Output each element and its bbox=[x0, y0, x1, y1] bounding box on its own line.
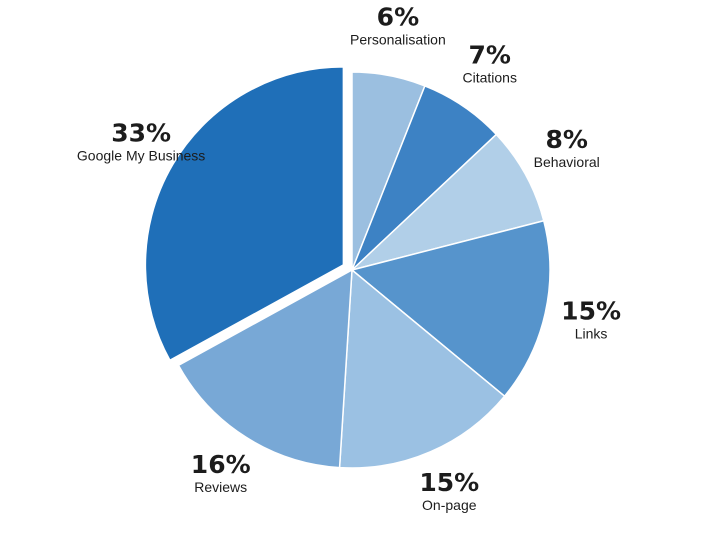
pie-slice-links bbox=[351, 220, 551, 397]
slice-category-label-reviews: Reviews bbox=[194, 479, 247, 495]
slice-category-label-google-my-business: Google My Business bbox=[77, 147, 205, 163]
pie-slice-google-my-business bbox=[144, 66, 345, 362]
pie-slice-reviews bbox=[177, 269, 353, 469]
slice-value-label-personalisation: 6% bbox=[377, 2, 419, 31]
pie-slice-behavioral bbox=[351, 133, 545, 271]
slice-value-label-google-my-business: 33% bbox=[111, 118, 171, 147]
labels-group: 6%Personalisation 7%Citations 8%Behavioral… bbox=[77, 2, 621, 513]
slice-category-label-citations: Citations bbox=[462, 69, 516, 85]
slice-category-label-personalisation: Personalisation bbox=[350, 31, 446, 47]
slice-value-label-citations: 7% bbox=[468, 40, 510, 69]
slice-value-label-on-page: 15% bbox=[419, 468, 479, 497]
slice-category-label-behavioral: Behavioral bbox=[534, 154, 600, 170]
slice-category-label-on-page: On-page bbox=[422, 497, 477, 513]
pie-slice-on-page bbox=[338, 269, 506, 469]
slice-value-label-behavioral: 8% bbox=[545, 125, 587, 154]
slice-category-label-links: Links bbox=[575, 325, 608, 341]
slice-value-label-reviews: 16% bbox=[191, 450, 251, 479]
slice-value-label-links: 15% bbox=[561, 296, 621, 325]
slices-group bbox=[144, 66, 551, 469]
